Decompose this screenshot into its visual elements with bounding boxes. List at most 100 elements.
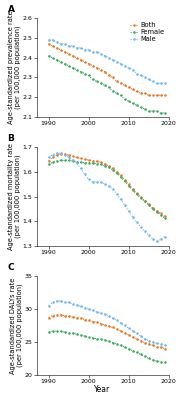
Male	[104, 312, 106, 317]
Female	[131, 348, 134, 353]
Both	[139, 338, 142, 343]
Female	[96, 336, 98, 341]
Both	[88, 158, 90, 162]
Male	[135, 220, 138, 224]
Both	[127, 85, 130, 90]
Both	[52, 44, 54, 48]
Both	[131, 186, 134, 191]
Line: Both: Both	[47, 314, 166, 350]
Female	[92, 161, 94, 166]
Male	[155, 81, 158, 86]
Male	[127, 326, 130, 330]
Legend: Both, Female, Male: Both, Female, Male	[130, 22, 165, 43]
Both	[96, 159, 98, 164]
Both	[56, 46, 58, 50]
Female	[112, 168, 114, 172]
Female	[139, 352, 142, 357]
Both	[151, 205, 154, 210]
Both	[48, 158, 50, 163]
Both	[127, 332, 130, 337]
Male	[120, 197, 122, 202]
Male	[80, 166, 82, 171]
Both	[139, 195, 142, 200]
Male	[127, 209, 130, 214]
Both	[68, 153, 70, 158]
Both	[80, 316, 82, 321]
Male	[60, 299, 62, 304]
Male	[120, 61, 122, 66]
Female	[52, 55, 54, 60]
Both	[56, 153, 58, 158]
Female	[64, 158, 66, 163]
Both	[104, 69, 106, 74]
Male	[92, 308, 94, 313]
Both	[92, 63, 94, 68]
Female	[72, 65, 74, 70]
Male	[123, 203, 126, 208]
Male	[52, 38, 54, 42]
Male	[143, 75, 146, 80]
Female	[116, 91, 118, 96]
Both	[147, 202, 150, 206]
Both	[104, 322, 106, 327]
Male	[68, 155, 70, 160]
Male	[56, 299, 58, 304]
Line: Female: Female	[47, 330, 166, 364]
Female	[159, 359, 162, 364]
Male	[151, 340, 154, 344]
Male	[92, 179, 94, 184]
Both	[112, 325, 114, 330]
Female	[84, 71, 86, 76]
Male	[92, 49, 94, 54]
Male	[72, 301, 74, 306]
Male	[147, 77, 150, 82]
Female	[76, 67, 78, 72]
Male	[80, 46, 82, 50]
Line: Female: Female	[47, 54, 166, 114]
Female	[60, 329, 62, 334]
Both	[143, 198, 146, 203]
Male	[147, 233, 150, 238]
Male	[116, 59, 118, 64]
Y-axis label: Age-standardized mortality rate
(per 100,000 population): Age-standardized mortality rate (per 100…	[8, 143, 21, 250]
Both	[123, 177, 126, 182]
Both	[163, 93, 166, 98]
Line: Male: Male	[47, 300, 166, 346]
Female	[80, 333, 82, 338]
Female	[48, 53, 50, 58]
Both	[68, 314, 70, 319]
Female	[151, 109, 154, 114]
Male	[88, 48, 90, 52]
Male	[163, 343, 166, 348]
Female	[116, 171, 118, 176]
Both	[120, 328, 122, 333]
Female	[131, 101, 134, 106]
Female	[163, 360, 166, 365]
Both	[108, 73, 110, 78]
Male	[48, 155, 50, 160]
Male	[72, 157, 74, 162]
Both	[131, 334, 134, 339]
Male	[64, 299, 66, 304]
Female	[127, 347, 130, 352]
Female	[108, 85, 110, 90]
Male	[116, 191, 118, 196]
Both	[88, 318, 90, 323]
Male	[72, 44, 74, 48]
Female	[123, 179, 126, 184]
Male	[64, 153, 66, 158]
Text: A: A	[7, 5, 15, 14]
Male	[127, 65, 130, 70]
Both	[135, 336, 138, 341]
Both	[76, 155, 78, 160]
Female	[139, 195, 142, 200]
Male	[100, 310, 102, 315]
Female	[60, 158, 62, 163]
Male	[60, 42, 62, 46]
Both	[120, 81, 122, 86]
Male	[159, 237, 162, 242]
Both	[60, 312, 62, 317]
Female	[155, 210, 158, 214]
Both	[72, 154, 74, 159]
Female	[143, 354, 146, 359]
